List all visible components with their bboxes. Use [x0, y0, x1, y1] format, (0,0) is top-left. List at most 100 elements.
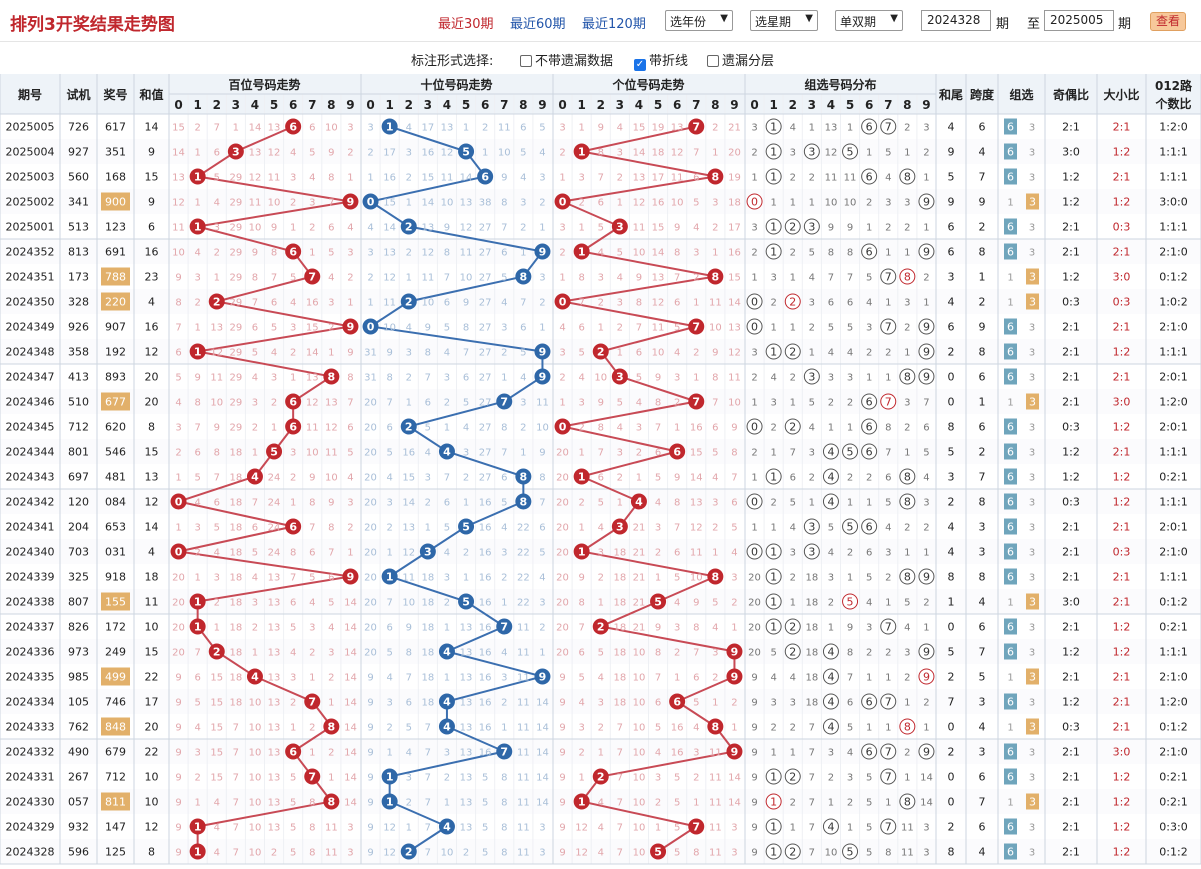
- checkbox-checked-icon[interactable]: ✓: [634, 59, 646, 71]
- miss-count: 4: [559, 323, 565, 334]
- miss-count: 5: [309, 148, 315, 159]
- miss-count: 9: [636, 273, 642, 284]
- number-ball-label: 9: [539, 346, 547, 359]
- oddeven-select[interactable]: 单双期 ▼: [835, 10, 903, 31]
- miss-count: 1: [693, 373, 699, 384]
- number-ball-label: 1: [386, 571, 394, 584]
- miss-count: 5: [214, 523, 220, 534]
- options-label: 标注形式选择:: [411, 54, 494, 69]
- miss-count: 2: [271, 398, 277, 409]
- miss-count: 3: [539, 823, 545, 834]
- number-ball: [650, 843, 667, 860]
- number-ball-label: 7: [500, 746, 508, 759]
- from-period-input[interactable]: 2024328: [921, 10, 991, 31]
- checkbox-icon[interactable]: [520, 55, 532, 67]
- miss-count: 5: [444, 323, 450, 334]
- sum-tail-cell: 5: [948, 446, 955, 459]
- miss-count: 4: [309, 598, 315, 609]
- group-six-label: 6: [1007, 421, 1014, 434]
- year-select[interactable]: 选年份 ▼: [665, 10, 733, 31]
- span-cell: 3: [979, 521, 986, 534]
- miss-count: 21: [728, 123, 741, 134]
- no-miss-option[interactable]: 不带遗漏数据: [520, 50, 613, 69]
- miss-count: 5: [693, 198, 699, 209]
- range-60-link[interactable]: 最近60期: [510, 17, 566, 32]
- group-ball: [765, 468, 782, 485]
- miss-count: 1: [520, 448, 526, 459]
- group-three-miss: 3: [1029, 148, 1035, 159]
- trend-line-tens: [367, 125, 547, 853]
- miss-count: 5: [194, 473, 200, 484]
- group-six-badge: [1004, 343, 1017, 360]
- miss-count: 14: [652, 248, 665, 259]
- miss-count: 1: [539, 648, 545, 659]
- miss-count: 4: [386, 473, 392, 484]
- miss-count: 4: [578, 373, 584, 384]
- miss-count: 8: [271, 248, 277, 259]
- miss-count: 12: [575, 848, 588, 859]
- miss-count: 4: [214, 823, 220, 834]
- miss-count: 6: [463, 373, 469, 384]
- miss-count: 18: [805, 573, 818, 584]
- miss-count: 14: [536, 748, 549, 759]
- miss-count: 3: [309, 198, 315, 209]
- miss-count: 1: [175, 473, 181, 484]
- number-ball-label: 5: [462, 146, 470, 159]
- miss-count: 7: [828, 273, 834, 284]
- miss-count: 10: [268, 198, 281, 209]
- column-header-mod3: 012路: [1155, 78, 1193, 93]
- miss-count: 9: [175, 798, 181, 809]
- mod3-cell: 1:1:1: [1159, 346, 1187, 359]
- miss-count: 7: [520, 298, 526, 309]
- miss-count: 8: [885, 848, 891, 859]
- group-three-label: 3: [1029, 796, 1036, 809]
- group-ball-label: 1: [770, 146, 777, 159]
- miss-count: 20: [556, 573, 569, 584]
- group-ball: [880, 268, 897, 285]
- miss-count: 12: [460, 223, 473, 234]
- trial-cell: 932: [68, 821, 89, 834]
- mod3-cell: 0:2:1: [1159, 621, 1187, 634]
- miss-count: 3: [578, 723, 584, 734]
- prize-highlight: [101, 267, 130, 286]
- miss-count: 9: [751, 673, 757, 684]
- miss-count: 11: [249, 198, 262, 209]
- query-button[interactable]: 查看: [1150, 12, 1186, 31]
- miss-count: 10: [249, 223, 262, 234]
- sum-cell: 10: [145, 796, 159, 809]
- number-ball: [554, 193, 571, 210]
- miss-count: 1: [271, 423, 277, 434]
- miss-layer-option[interactable]: 遗漏分层: [707, 50, 774, 69]
- miss-count: 1: [290, 223, 296, 234]
- odd-even-cell: 2:1: [1062, 846, 1080, 859]
- group-six-label: 6: [1007, 321, 1014, 334]
- big-small-cell: 2:1: [1113, 596, 1131, 609]
- miss-count: 16: [402, 448, 415, 459]
- number-ball: [573, 793, 590, 810]
- miss-count: 11: [517, 823, 530, 834]
- miss-count: 2: [539, 298, 545, 309]
- range-120-link[interactable]: 最近120期: [582, 17, 646, 32]
- with-line-option[interactable]: ✓ 带折线: [634, 50, 688, 71]
- to-period-input[interactable]: 2025005: [1044, 10, 1114, 31]
- weekday-select[interactable]: 选星期 ▼: [750, 10, 818, 31]
- group-ball-label: 7: [885, 746, 892, 759]
- group-ball-label: 6: [866, 171, 873, 184]
- number-ball: [688, 118, 705, 135]
- miss-count: 1: [904, 248, 910, 259]
- miss-count: 17: [421, 123, 434, 134]
- miss-count: 3: [770, 273, 776, 284]
- group-ball: [803, 368, 820, 385]
- miss-count: 12: [306, 398, 319, 409]
- group-ball: [822, 818, 839, 835]
- table-row: [0, 139, 1201, 164]
- digit-header: 2: [789, 98, 797, 112]
- checkbox-icon[interactable]: [707, 55, 719, 67]
- miss-count: 20: [364, 423, 377, 434]
- mod3-cell: 0:1:2: [1159, 721, 1187, 734]
- digit-header: 8: [519, 98, 527, 112]
- range-30-link[interactable]: 最近30期: [438, 17, 494, 32]
- miss-count: 3: [923, 848, 929, 859]
- miss-count: 3: [194, 273, 200, 284]
- chevron-down-icon: ▼: [890, 13, 898, 24]
